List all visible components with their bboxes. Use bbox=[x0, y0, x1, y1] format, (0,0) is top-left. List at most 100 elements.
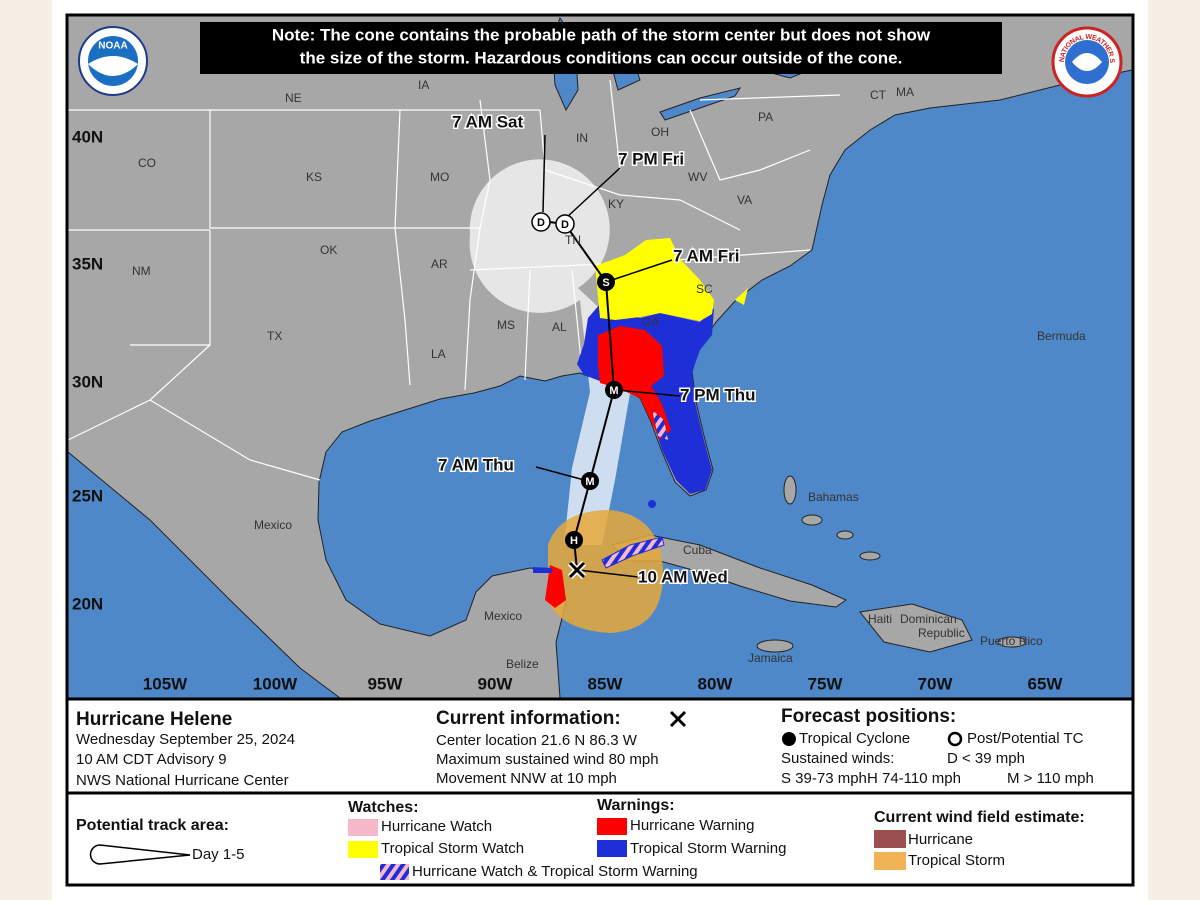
legend-label: Hurricane Watch & Tropical Storm Warning bbox=[412, 863, 698, 880]
forecast-time: 7 PM Fri bbox=[618, 149, 684, 168]
storm-line: 10 AM CDT Advisory 9 bbox=[76, 751, 227, 768]
forecast-markers: D D S M M H bbox=[531, 212, 623, 580]
swatch bbox=[348, 841, 378, 858]
wind-class: D < 39 mph bbox=[947, 750, 1025, 767]
marker-tropical-cyclone bbox=[581, 472, 599, 490]
state-line bbox=[699, 94, 841, 101]
note-box bbox=[200, 22, 1002, 74]
warning-tropical-storm-keys bbox=[648, 500, 656, 508]
place-label: SC bbox=[696, 282, 713, 296]
warnings-legend: Warnings: Hurricane Warning Tropical Sto… bbox=[597, 797, 786, 857]
place-label: WV bbox=[688, 170, 707, 184]
frame bbox=[65, 13, 1135, 887]
place-label: MS bbox=[497, 318, 515, 332]
marker-tropical-cyclone bbox=[605, 381, 623, 399]
current-position bbox=[568, 561, 586, 579]
section-heading: Forecast positions: bbox=[781, 706, 956, 727]
place-label: LA bbox=[431, 347, 446, 361]
section-heading: Current information: bbox=[436, 708, 621, 729]
section-heading: Current wind field estimate: bbox=[874, 809, 1085, 826]
state-line bbox=[394, 109, 411, 386]
swatch bbox=[597, 818, 627, 835]
place-label: Belize bbox=[506, 657, 539, 671]
state-line bbox=[209, 110, 480, 229]
legend-label: Day 1-5 bbox=[192, 846, 245, 863]
place-label: Cuba bbox=[683, 543, 712, 557]
legend-label: Tropical Cyclone bbox=[799, 730, 910, 747]
section-heading: Potential track area: bbox=[76, 817, 229, 834]
state-line bbox=[689, 109, 811, 181]
place-label: CO bbox=[138, 156, 156, 170]
place-label: MA bbox=[896, 85, 914, 99]
warning-tropical-storm-mexico bbox=[533, 567, 552, 573]
marker-post-tc bbox=[555, 214, 575, 234]
place-label: IN bbox=[576, 131, 588, 145]
marker-post-tc bbox=[531, 212, 551, 232]
leader-line bbox=[542, 134, 546, 213]
place-label: KS bbox=[306, 170, 322, 184]
marker-tropical-cyclone bbox=[565, 531, 583, 549]
watch-tropical-storm-nc bbox=[735, 288, 748, 305]
storm-line: NWS National Hurricane Center bbox=[76, 772, 289, 789]
storm-line: Wednesday September 25, 2024 bbox=[76, 731, 295, 748]
leader-line bbox=[535, 466, 589, 482]
leader-line bbox=[577, 569, 639, 578]
forecast-time: 7 PM Thu bbox=[680, 385, 756, 404]
place-label: Jamaica bbox=[748, 651, 793, 665]
place-label: VA bbox=[737, 193, 752, 207]
place-label: OH bbox=[651, 125, 669, 139]
info-line: Movement NNW at 10 mph bbox=[436, 770, 617, 787]
note-line: Note: The cone contains the probable pat… bbox=[272, 25, 931, 44]
place-label: Mexico bbox=[254, 518, 292, 532]
hispaniola bbox=[859, 603, 973, 653]
forecast-time: 7 AM Thu bbox=[438, 455, 514, 474]
place-labels: NE IA CO KS MO IN OH PA WV VA KY TN OK A… bbox=[132, 78, 1086, 671]
watch-hurricane-us bbox=[652, 410, 668, 440]
cone-symbol bbox=[89, 844, 191, 865]
label-leaders bbox=[535, 134, 681, 578]
island bbox=[836, 530, 854, 540]
leader-line bbox=[565, 167, 621, 219]
leader-line bbox=[611, 259, 673, 281]
warning-hurricane-mexico bbox=[545, 565, 566, 608]
place-label: TN bbox=[565, 233, 581, 247]
place-label: AL bbox=[552, 320, 567, 334]
place-label: Republic bbox=[918, 626, 965, 640]
cone bbox=[469, 159, 632, 545]
legend-filled-circle bbox=[782, 732, 796, 746]
latitude-label: 40N bbox=[72, 127, 103, 146]
latitude-label: 30N bbox=[72, 372, 103, 391]
longitude-label: 105W bbox=[143, 674, 188, 693]
marker-symbol: M bbox=[585, 476, 594, 488]
longitude-label: 65W bbox=[1028, 674, 1064, 693]
longitude-label: 90W bbox=[478, 674, 514, 693]
current-information: Current information: Center location 21.… bbox=[436, 708, 687, 787]
swatch bbox=[380, 864, 409, 880]
map: D D S M M H NE IA CO KS MO IN OH PA WV V… bbox=[68, 16, 1132, 698]
place-label: MO bbox=[430, 170, 449, 184]
place-label: Bahamas bbox=[808, 490, 859, 504]
logo-text: NOAA bbox=[98, 41, 127, 52]
wind-class: H 74-110 mph bbox=[867, 770, 961, 787]
legend-label: Tropical Storm bbox=[908, 852, 1005, 869]
legend-label: Sustained winds: bbox=[781, 750, 894, 767]
forecast-time-labels: 7 AM Sat 7 PM Fri 7 AM Fri 7 PM Thu 7 AM… bbox=[437, 111, 758, 588]
legend-label: Post/Potential TC bbox=[967, 730, 1084, 747]
island bbox=[801, 514, 823, 526]
marker-symbol: D bbox=[561, 219, 569, 231]
longitude-label: 75W bbox=[808, 674, 844, 693]
forecast-time: 7 AM Sat bbox=[452, 112, 524, 131]
swatch bbox=[874, 852, 906, 870]
storm-info: Hurricane Helene Wednesday September 25,… bbox=[76, 709, 295, 789]
storm-title: Hurricane Helene bbox=[76, 709, 232, 730]
watches-legend: Watches: Hurricane Watch Tropical Storm … bbox=[348, 799, 698, 880]
logo-bird bbox=[88, 56, 138, 76]
state-line bbox=[539, 109, 741, 231]
place-label: AR bbox=[431, 257, 448, 271]
wind-class: S 39-73 mph bbox=[781, 770, 867, 787]
latitude-labels: 40N 35N 30N 25N 20N bbox=[72, 127, 103, 613]
legend-label: Hurricane bbox=[908, 831, 973, 848]
latitude-label: 20N bbox=[72, 594, 103, 613]
